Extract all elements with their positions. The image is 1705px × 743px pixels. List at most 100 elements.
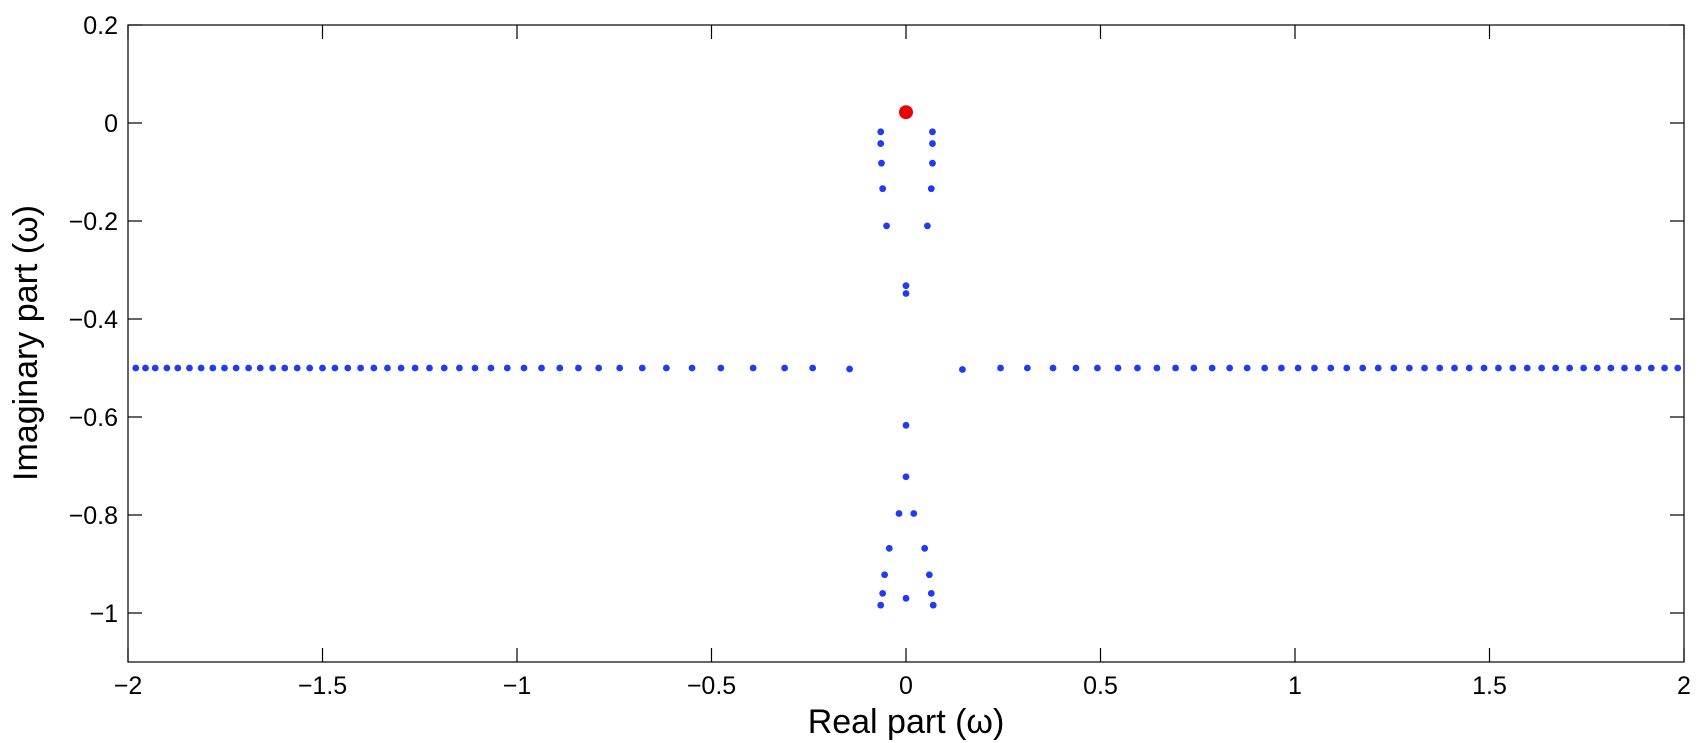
data-point [877, 601, 885, 609]
data-point [456, 364, 463, 372]
data-point [1226, 364, 1234, 372]
data-point [221, 364, 228, 372]
data-point [929, 140, 936, 147]
data-point [426, 364, 433, 372]
data-point [1634, 364, 1642, 372]
data-point [881, 571, 889, 579]
data-point [781, 364, 789, 372]
data-point [1343, 364, 1351, 372]
data-point [357, 364, 365, 372]
x-tick-label: 1.5 [1472, 672, 1507, 700]
data-point [186, 364, 193, 372]
y-tick-label: 0 [104, 110, 118, 138]
data-point [1172, 364, 1179, 372]
data-point [1593, 364, 1601, 372]
data-point [959, 366, 966, 373]
data-point [1538, 364, 1546, 372]
data-point [879, 185, 887, 193]
data-point [877, 140, 885, 147]
x-tick-label: 2 [1677, 672, 1691, 700]
data-point [749, 364, 757, 372]
axis-ticks [127, 24, 1685, 662]
data-point [1093, 364, 1101, 372]
data-point [163, 364, 171, 372]
data-point [883, 222, 890, 230]
data-point [885, 544, 893, 552]
y-tick-labels: 0.2 0 −0.2 −0.4 −0.6 −0.8 −1 [69, 12, 118, 628]
data-point [1495, 364, 1502, 372]
data-point [440, 364, 448, 372]
data-point [556, 364, 564, 372]
data-point [520, 364, 528, 372]
data-point [929, 128, 936, 136]
data-point [877, 128, 885, 136]
data-point [997, 364, 1004, 372]
data-point [1436, 364, 1444, 372]
data-point [688, 364, 696, 372]
x-axis-label: Real part (ω) [808, 703, 1005, 741]
data-point [487, 364, 495, 372]
data-point [1661, 364, 1668, 372]
data-point [1580, 364, 1588, 372]
x-tick-labels: −2 −1.5 −1 −0.5 0 0.5 1 1.5 2 [114, 672, 1691, 700]
data-point [293, 364, 301, 372]
data-point [1405, 364, 1413, 372]
data-point [1465, 364, 1473, 372]
data-point [281, 364, 289, 372]
data-point [1359, 364, 1367, 372]
data-point [1311, 364, 1318, 372]
data-point [319, 364, 326, 372]
data-point [1294, 364, 1302, 372]
x-tick-label: −1.5 [298, 672, 347, 700]
data-point [902, 290, 910, 297]
data-point [1072, 364, 1080, 372]
data-point [370, 364, 378, 372]
data-point [245, 364, 252, 372]
data-point [717, 364, 725, 372]
y-tick-label: −0.4 [69, 306, 118, 334]
y-tick-label: −0.2 [69, 208, 118, 236]
data-point [411, 364, 419, 372]
data-point [1566, 364, 1574, 372]
data-point [1621, 364, 1628, 372]
data-point [809, 364, 817, 372]
data-point [1327, 364, 1335, 372]
data-point [1114, 364, 1122, 372]
data-point [197, 364, 205, 372]
y-tick-label: −0.6 [69, 404, 118, 432]
data-point [1153, 364, 1161, 372]
data-point [929, 159, 936, 167]
data-point [174, 364, 182, 372]
data-point [209, 364, 217, 372]
data-point [1523, 364, 1531, 372]
data-point [1674, 364, 1682, 372]
plot-area [127, 24, 1685, 663]
data-point [929, 601, 937, 609]
data-point [538, 364, 545, 372]
y-axis-label: Imaginary part (ω) [7, 205, 45, 481]
data-point [616, 364, 624, 372]
data-point [575, 364, 582, 372]
x-tick-label: 0 [899, 672, 913, 700]
data-point [923, 222, 931, 230]
data-point [306, 364, 314, 372]
data-point [902, 282, 910, 290]
data-point [1374, 364, 1382, 372]
y-tick-label: 0.2 [83, 12, 118, 40]
data-point [921, 544, 929, 552]
data-point [595, 364, 603, 372]
data-point [151, 364, 159, 372]
data-point [471, 364, 479, 372]
data-points [132, 105, 1682, 609]
data-point [846, 365, 853, 373]
y-tick-label: −0.8 [69, 502, 118, 530]
data-point [1390, 364, 1398, 372]
data-point [878, 159, 885, 167]
data-point [902, 594, 910, 602]
data-point [1607, 364, 1615, 372]
data-point [256, 364, 264, 372]
data-point [927, 590, 935, 597]
data-point [1480, 364, 1488, 372]
data-point [1552, 364, 1560, 372]
data-point [895, 510, 903, 517]
